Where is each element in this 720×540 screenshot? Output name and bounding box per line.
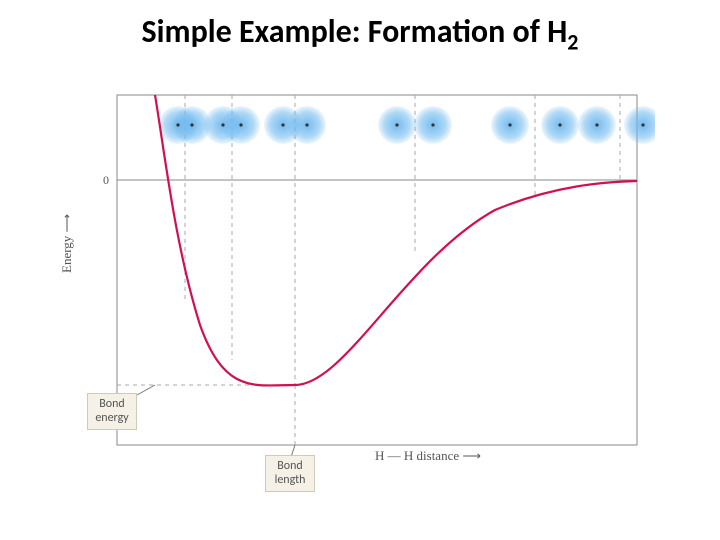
energy-curve-chart: Energy ⟶ 0 H — H distance ⟶ Bondenergy B… [95,85,655,485]
y-axis-label: Energy ⟶ [59,216,75,273]
chart-svg [95,85,655,485]
title-subscript: 2 [567,28,578,55]
page-title: Simple Example: Formation of H2 [0,12,720,55]
zero-label: 0 [103,173,109,188]
bond-energy-label: Bondenergy [87,393,137,430]
bond-length-label: Bondlength [265,455,315,492]
right-arrow-icon: ⟶ [462,448,479,463]
up-arrow-icon: ⟶ [59,216,74,233]
x-axis-label: H — H distance ⟶ [375,448,479,464]
title-main: Simple Example: Formation of H [142,12,568,51]
